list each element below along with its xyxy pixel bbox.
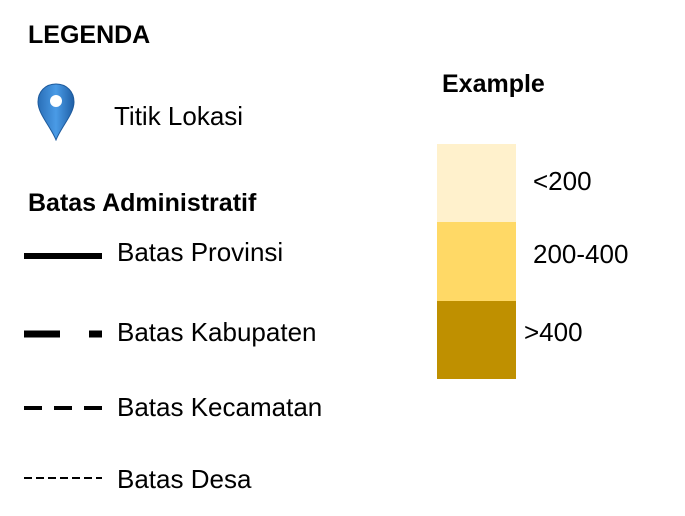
location-label: Titik Lokasi [114, 101, 244, 131]
province-boundary-label: Batas Provinsi [117, 237, 284, 267]
class-label-high: >400 [524, 317, 583, 347]
example-title: Example [442, 70, 545, 98]
class-label-low: <200 [533, 166, 592, 196]
admin-boundary-title: Batas Administratif [28, 189, 257, 217]
class-swatch-medium [437, 222, 516, 301]
class-swatch-high [437, 301, 516, 379]
class-label-medium: 200-400 [533, 239, 629, 269]
regency-boundary-symbol [24, 330, 102, 338]
class-swatch-low [437, 144, 516, 222]
village-boundary-symbol [24, 477, 102, 479]
district-boundary-label: Batas Kecamatan [117, 392, 323, 422]
village-boundary-label: Batas Desa [117, 464, 252, 494]
district-boundary-symbol [24, 406, 102, 410]
map-pin-icon [37, 83, 75, 141]
regency-boundary-label: Batas Kabupaten [117, 317, 317, 347]
province-boundary-symbol [24, 253, 102, 259]
legend-title: LEGENDA [28, 21, 151, 49]
